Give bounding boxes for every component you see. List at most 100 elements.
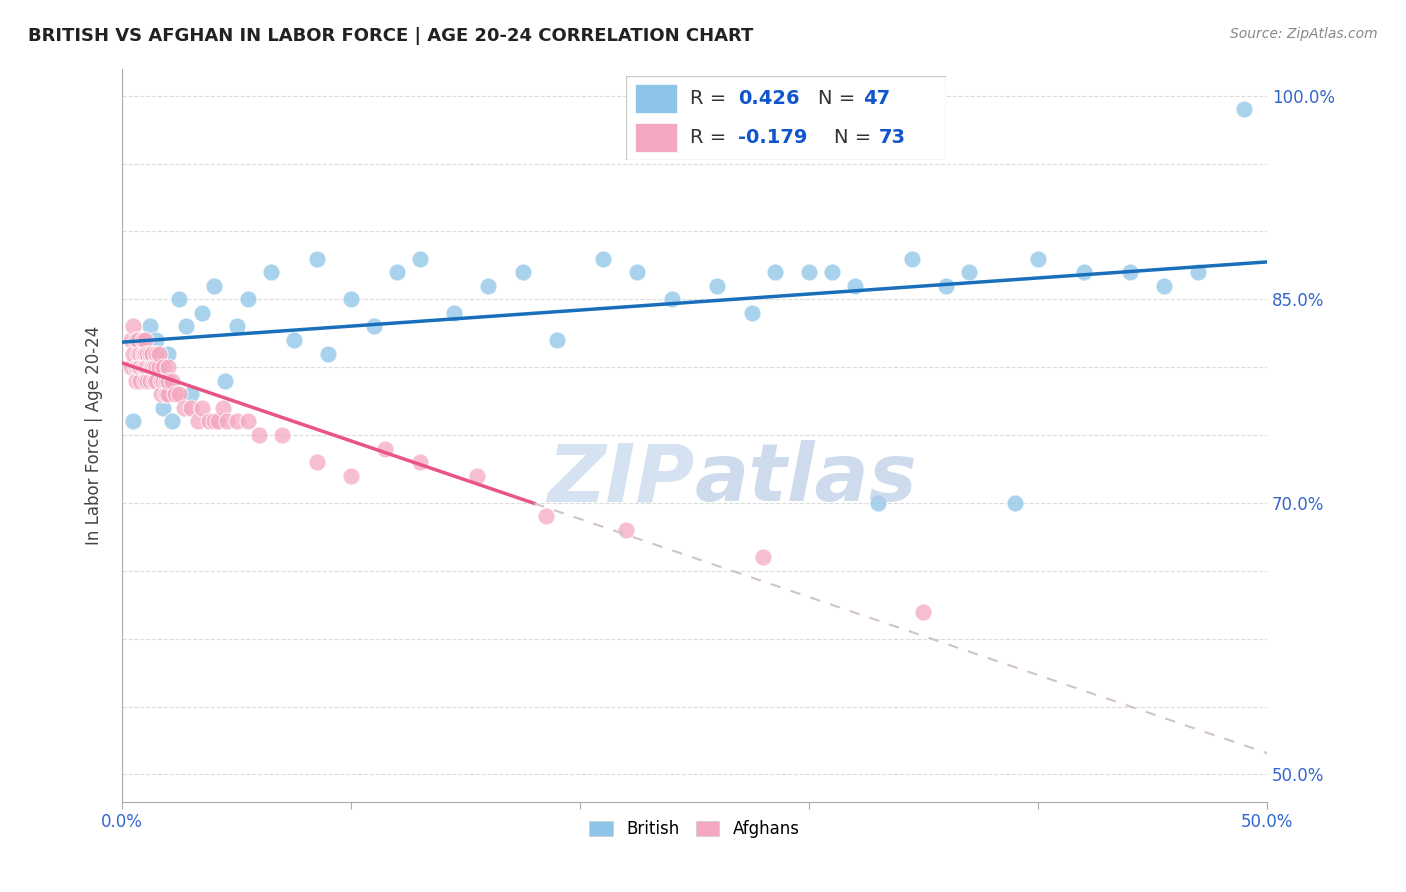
Point — [706, 278, 728, 293]
Point — [763, 265, 786, 279]
Point — [149, 374, 172, 388]
Point — [592, 252, 614, 266]
Point — [546, 333, 568, 347]
Point — [741, 306, 763, 320]
Point — [363, 319, 385, 334]
Point — [156, 374, 179, 388]
Point — [409, 455, 432, 469]
Point — [169, 387, 191, 401]
Point — [225, 319, 247, 334]
Point — [202, 415, 225, 429]
Point — [1026, 252, 1049, 266]
Point — [173, 401, 195, 415]
Point — [134, 333, 156, 347]
Point — [156, 346, 179, 360]
Point — [169, 293, 191, 307]
Point — [134, 360, 156, 375]
Point — [141, 346, 163, 360]
Point — [129, 360, 152, 375]
Legend: British, Afghans: British, Afghans — [582, 814, 806, 845]
Point — [127, 360, 149, 375]
Point — [156, 387, 179, 401]
Point — [340, 293, 363, 307]
Point — [385, 265, 408, 279]
Point — [271, 428, 294, 442]
Point — [211, 401, 233, 415]
Point — [141, 360, 163, 375]
Point — [202, 278, 225, 293]
Point — [120, 333, 142, 347]
Point — [236, 293, 259, 307]
Point — [305, 455, 328, 469]
Point — [134, 346, 156, 360]
Point — [138, 346, 160, 360]
Point — [191, 306, 214, 320]
Point — [225, 415, 247, 429]
Point — [1153, 278, 1175, 293]
Point — [143, 360, 166, 375]
Point — [143, 374, 166, 388]
Point — [125, 374, 148, 388]
Point — [443, 306, 465, 320]
Point — [901, 252, 924, 266]
Point — [1187, 265, 1209, 279]
Point — [148, 346, 170, 360]
Point — [174, 319, 197, 334]
Point — [821, 265, 844, 279]
Point — [134, 346, 156, 360]
Text: atlas: atlas — [695, 440, 917, 518]
Point — [152, 374, 174, 388]
Point — [145, 346, 167, 360]
Point — [614, 523, 637, 537]
Point — [156, 360, 179, 375]
Point — [152, 401, 174, 415]
Point — [236, 415, 259, 429]
Point — [148, 360, 170, 375]
Point — [131, 333, 153, 347]
Point — [163, 387, 186, 401]
Point — [374, 442, 396, 456]
Point — [145, 374, 167, 388]
Point — [844, 278, 866, 293]
Point — [149, 387, 172, 401]
Point — [131, 346, 153, 360]
Point — [957, 265, 980, 279]
Point — [145, 360, 167, 375]
Point — [138, 360, 160, 375]
Point — [305, 252, 328, 266]
Point — [465, 468, 488, 483]
Point — [512, 265, 534, 279]
Text: Source: ZipAtlas.com: Source: ZipAtlas.com — [1230, 27, 1378, 41]
Point — [626, 265, 648, 279]
Point — [340, 468, 363, 483]
Point — [935, 278, 957, 293]
Point — [129, 360, 152, 375]
Point — [131, 360, 153, 375]
Point — [661, 293, 683, 307]
Point — [180, 401, 202, 415]
Point — [134, 360, 156, 375]
Point — [125, 333, 148, 347]
Point — [122, 319, 145, 334]
Point — [122, 415, 145, 429]
Point — [198, 415, 221, 429]
Point — [145, 333, 167, 347]
Point — [1004, 496, 1026, 510]
Point — [1233, 102, 1256, 116]
Point — [180, 387, 202, 401]
Point — [260, 265, 283, 279]
Point — [191, 401, 214, 415]
Point — [155, 387, 177, 401]
Point — [125, 360, 148, 375]
Point — [162, 374, 184, 388]
Point — [187, 415, 209, 429]
Point — [477, 278, 499, 293]
Point — [217, 415, 239, 429]
Point — [316, 346, 339, 360]
Point — [136, 346, 159, 360]
Point — [127, 333, 149, 347]
Point — [162, 415, 184, 429]
Point — [207, 415, 229, 429]
Point — [141, 360, 163, 375]
Point — [138, 374, 160, 388]
